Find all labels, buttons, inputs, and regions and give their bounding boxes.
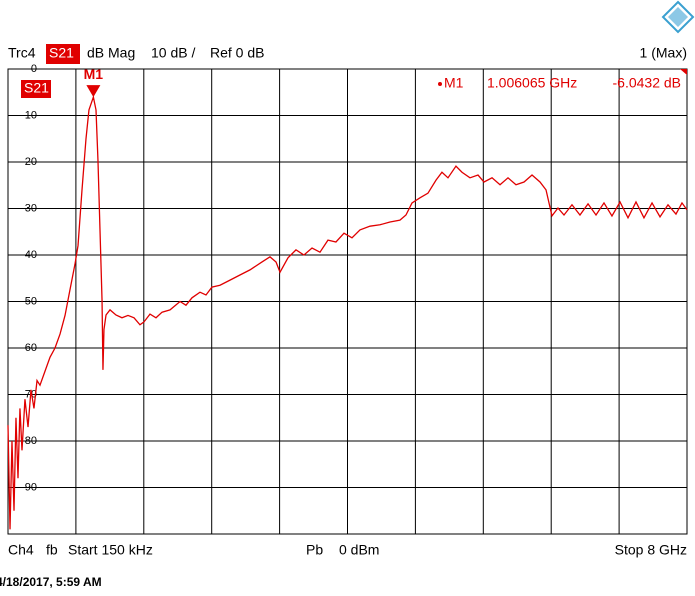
ticks: 0 -10 -20 -30 -40 -50 -60 -70 -80 -90	[21, 63, 37, 494]
y-tick-label: -30	[21, 202, 37, 214]
trace-label-box	[21, 80, 51, 98]
param: S21	[49, 45, 74, 61]
marker-triangle	[86, 85, 101, 98]
y-tick-label: -20	[21, 156, 37, 168]
ref: Ref 0 dB	[210, 45, 264, 61]
format: dB Mag	[87, 45, 135, 61]
power-label: Pb	[306, 542, 323, 558]
marker-label: M1	[84, 66, 104, 82]
scale: 10 dB /	[151, 45, 195, 61]
status: 1 (Max)	[640, 45, 687, 61]
y-tick-label: -60	[21, 342, 37, 354]
channel: Ch4	[8, 542, 34, 558]
trace-line	[7, 94, 688, 530]
marker-dot	[438, 82, 442, 86]
marker-readout-x: 1.006065 GHz	[487, 75, 577, 91]
trace-layer	[7, 94, 688, 530]
corner-flag	[680, 69, 687, 75]
stop: Stop 8 GHz	[615, 542, 687, 558]
y-tick-label: -80	[21, 435, 37, 447]
y-tick-label: -40	[21, 249, 37, 261]
marker-layer: M1 M1 1.006065 GHz -6.0432 dB	[84, 66, 682, 98]
y-tick-label: -90	[21, 481, 37, 493]
y-tick-label: -10	[21, 109, 37, 121]
y-tick-label: -50	[21, 295, 37, 307]
trace-name: Trc4	[8, 45, 36, 61]
grid	[8, 68, 687, 534]
start: Start 150 kHz	[68, 542, 153, 558]
trace-label: S21	[24, 80, 49, 96]
marker-readout-value: -6.0432 dB	[613, 75, 682, 91]
logo	[661, 0, 695, 34]
y-tick-label: 0	[31, 63, 37, 75]
param-box	[46, 44, 80, 64]
power: 0 dBm	[339, 542, 379, 558]
sweep: fb	[46, 542, 58, 558]
y-tick-label: -70	[21, 388, 37, 400]
marker-readout-name: M1	[444, 75, 464, 91]
timestamp: 4/18/2017, 5:59 AM	[0, 575, 102, 589]
